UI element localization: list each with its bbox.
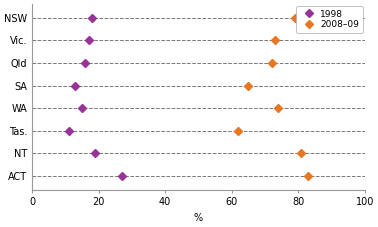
- Legend: 1998, 2008–09: 1998, 2008–09: [296, 6, 363, 33]
- X-axis label: %: %: [194, 213, 203, 223]
